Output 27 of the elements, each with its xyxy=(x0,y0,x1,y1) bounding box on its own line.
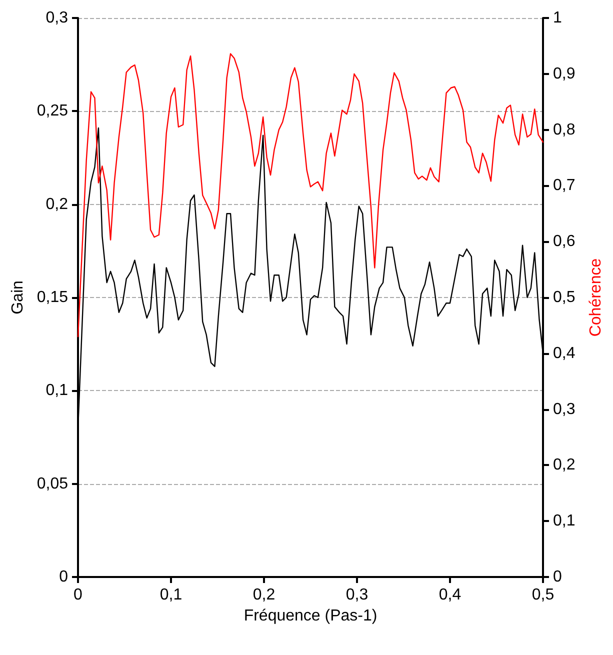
x-axis-title: Fréquence (Pas-1) xyxy=(244,607,378,624)
y2-axis-title: Cohérence xyxy=(588,258,604,337)
y-tick-label: 0,2 xyxy=(46,196,68,213)
y2-tick-label: 0,6 xyxy=(553,233,576,250)
y-tick-label: 0 xyxy=(59,568,68,586)
x-tick-label: 0,5 xyxy=(532,586,554,604)
y-tick-label: 0,25 xyxy=(36,102,68,120)
x-tick-label: 0,2 xyxy=(252,586,276,604)
y2-tick-label: 0,3 xyxy=(553,400,576,418)
y2-tick-label: 0 xyxy=(553,568,562,586)
y-axis-title: Gain xyxy=(9,280,26,314)
y2-tick-label: 0,5 xyxy=(553,289,576,306)
y2-tick-label: 0,7 xyxy=(553,177,576,194)
y2-tick-label: 0,9 xyxy=(553,65,576,82)
x-tick-label: 0,4 xyxy=(438,586,462,604)
y2-tick-label: 0,1 xyxy=(553,512,576,530)
y-tick-label: 0,3 xyxy=(46,10,68,26)
x-tick-label: 0,3 xyxy=(346,586,368,604)
y-tick-label: 0,15 xyxy=(36,289,68,306)
y2-tick-label: 0,4 xyxy=(553,344,576,362)
y-tick-label: 0,1 xyxy=(46,382,68,400)
y2-tick-label: 0,8 xyxy=(553,121,576,138)
x-tick-label: 0 xyxy=(74,586,83,604)
x-tick-label: 0,1 xyxy=(160,586,182,604)
y-tick-label: 0,05 xyxy=(36,475,68,492)
y2-tick-label: 0,2 xyxy=(553,456,576,474)
y2-tick-label: 1 xyxy=(553,10,562,26)
